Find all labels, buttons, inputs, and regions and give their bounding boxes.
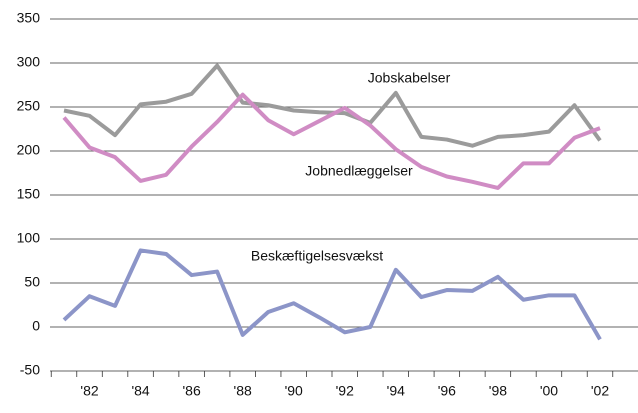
x-tick-label: '92 bbox=[336, 383, 354, 399]
y-tick-label: -50 bbox=[20, 362, 40, 378]
x-tick-label: '96 bbox=[438, 383, 456, 399]
y-tick-label: 100 bbox=[17, 230, 41, 246]
y-tick-label: 0 bbox=[32, 318, 40, 334]
series-label: Jobskabelser bbox=[368, 70, 451, 86]
line-series bbox=[63, 63, 602, 148]
line-series bbox=[62, 248, 602, 341]
x-tick-label: '84 bbox=[131, 383, 149, 399]
series-label: Beskæftigelsesvækst bbox=[251, 248, 383, 264]
x-tick-label: '02 bbox=[591, 383, 609, 399]
x-tick-label: '88 bbox=[234, 383, 252, 399]
x-tick-label: '94 bbox=[387, 383, 405, 399]
x-tick-label: '00 bbox=[540, 383, 558, 399]
x-tick-label: '86 bbox=[182, 383, 200, 399]
y-tick-label: 300 bbox=[17, 54, 41, 70]
x-tick-label: '98 bbox=[489, 383, 507, 399]
y-tick-label: 250 bbox=[17, 98, 41, 114]
line-series bbox=[62, 92, 601, 190]
x-tick-label: '90 bbox=[285, 383, 303, 399]
y-tick-label: 200 bbox=[17, 142, 41, 158]
y-tick-label: 150 bbox=[17, 186, 41, 202]
y-tick-label: 50 bbox=[24, 274, 40, 290]
y-tick-label: 350 bbox=[17, 10, 41, 26]
x-tick-label: '82 bbox=[80, 383, 98, 399]
series-label: Jobnedlæggelser bbox=[305, 163, 413, 179]
